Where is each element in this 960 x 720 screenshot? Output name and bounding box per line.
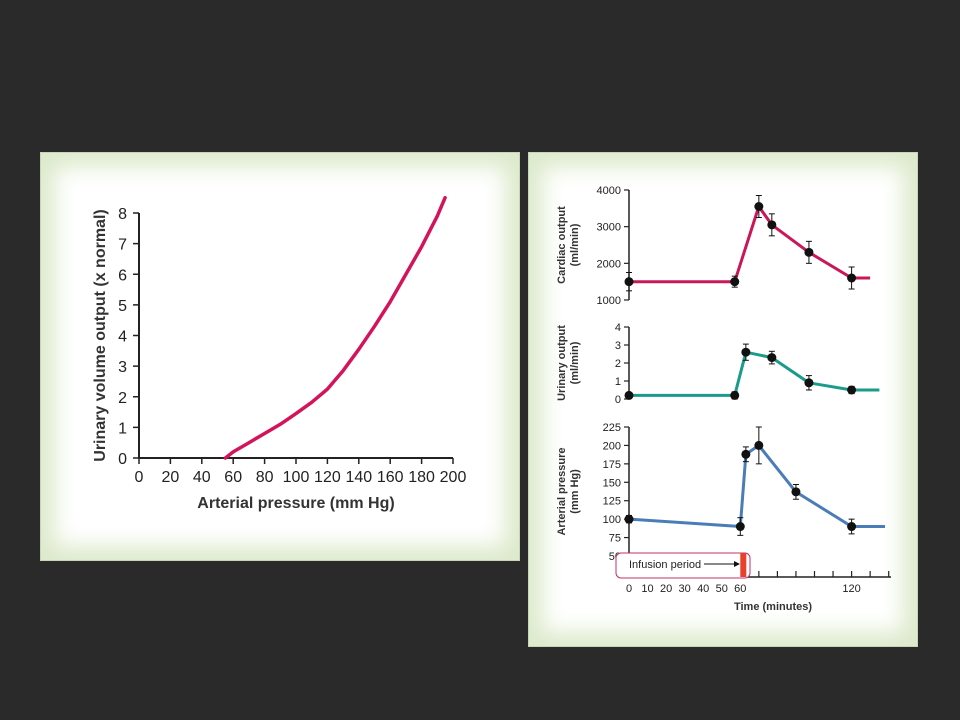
x-tick-label: 40 — [193, 469, 211, 486]
y-tick-label: 0 — [615, 394, 621, 406]
data-point — [847, 273, 857, 283]
data-point — [741, 449, 751, 459]
x-tick-label: 10 — [641, 583, 653, 595]
x-tick-label: 80 — [256, 469, 274, 486]
data-point — [767, 353, 777, 363]
infusion-arrow-head — [734, 561, 740, 567]
x-tick-label: 50 — [716, 583, 728, 595]
data-point — [767, 220, 777, 230]
y-axis-title: Arterial pressure(mm Hg) — [556, 447, 581, 535]
y-tick-label: 5 — [118, 298, 127, 315]
data-point — [735, 522, 745, 532]
x-tick-label: 40 — [697, 583, 709, 595]
y-tick-label: 1 — [118, 420, 127, 437]
y-tick-label: 225 — [603, 422, 621, 434]
x-tick-label: 100 — [283, 469, 310, 486]
y-tick-label: 8 — [118, 206, 127, 223]
x-tick-label: 120 — [314, 469, 341, 486]
data-point — [730, 277, 740, 287]
series-line — [629, 350, 880, 397]
data-point — [624, 277, 634, 287]
y-tick-label: 100 — [603, 514, 621, 526]
data-point — [847, 522, 857, 532]
y-tick-label: 3000 — [597, 222, 621, 234]
infusion-period-label: Infusion period — [629, 559, 701, 571]
x-tick-label: 60 — [734, 583, 746, 595]
y-tick-label: 4 — [615, 322, 621, 334]
data-point — [804, 378, 814, 388]
x-axis-title: Arterial pressure (mm Hg) — [197, 495, 394, 512]
x-axis-title: Time (minutes) — [734, 601, 812, 613]
x-tick-label: 0 — [626, 583, 632, 595]
y-axis-title: Cardiac output(ml/min) — [556, 206, 581, 284]
x-tick-label: 140 — [345, 469, 372, 486]
series-line — [628, 443, 885, 528]
y-tick-label: 6 — [118, 267, 127, 284]
x-tick-label: 0 — [135, 469, 144, 486]
y-tick-label: 0 — [118, 451, 127, 468]
x-tick-label: 30 — [679, 583, 691, 595]
x-tick-label: 120 — [842, 583, 860, 595]
x-tick-label: 180 — [408, 469, 435, 486]
x-tick-label: 60 — [224, 469, 242, 486]
data-point — [730, 390, 740, 400]
y-tick-label: 2000 — [597, 258, 621, 270]
y-axis-title: Urinary volume output (x normal) — [92, 209, 109, 461]
pressure-diuresis-chart: 0 20 40 60 80 100 120 140 160 180 200 0 1 2 3 4 5 6 7 8 Arte… — [92, 195, 467, 512]
data-point — [754, 440, 764, 450]
x-tick-label: 20 — [162, 469, 180, 486]
left-chart-panel: 0 20 40 60 80 100 120 140 160 180 200 0 1 2 3 4 5 6 7 8 Arte… — [40, 152, 520, 561]
data-point — [624, 390, 634, 400]
urinary-output-curve — [223, 195, 447, 460]
y-tick-label: 3 — [615, 340, 621, 352]
y-axis-title: Urinary output(ml/min) — [556, 325, 581, 401]
y-tick-label: 150 — [603, 477, 621, 489]
y-tick-label: 2 — [615, 358, 621, 370]
x-tick-label: 200 — [440, 469, 467, 486]
data-point — [804, 247, 814, 257]
data-point — [754, 202, 764, 211]
y-tick-label: 125 — [603, 496, 621, 508]
right-chart-panel: 1000 2000 3000 4000 Cardiac output(ml/min) 0 1… — [528, 152, 918, 647]
series-line — [629, 205, 871, 284]
y-tick-label: 4000 — [597, 185, 621, 197]
x-tick-label: 160 — [377, 469, 404, 486]
y-tick-label: 175 — [603, 459, 621, 471]
y-tick-label: 3 — [118, 359, 127, 376]
y-tick-label: 2 — [118, 390, 127, 407]
infusion-marker — [740, 553, 747, 577]
data-point — [791, 487, 801, 497]
infusion-period-box — [615, 552, 751, 579]
y-tick-label: 75 — [609, 533, 621, 545]
y-tick-label: 4 — [118, 329, 127, 346]
y-tick-label: 1 — [615, 376, 621, 388]
data-point — [741, 347, 751, 357]
y-tick-label: 7 — [118, 237, 127, 254]
x-tick-label: 20 — [660, 583, 672, 595]
y-tick-label: 200 — [603, 440, 621, 452]
data-point — [624, 514, 634, 524]
y-tick-label: 1000 — [597, 295, 621, 307]
data-point — [847, 385, 857, 395]
